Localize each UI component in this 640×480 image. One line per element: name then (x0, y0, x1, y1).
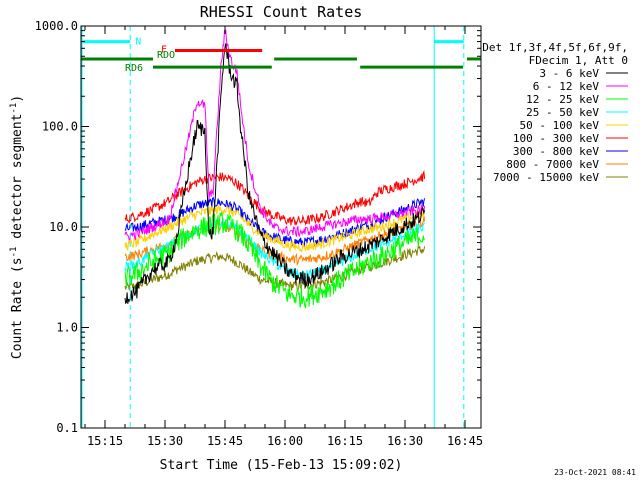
legend-header-line-1: Det 1f,3f,4f,5f,6f,9f, (482, 41, 628, 54)
flag-label-rd6: RD6 (125, 63, 143, 74)
x-tick-label-5: 16:30 (387, 434, 423, 448)
y-tick-label-4: 1000.0 (35, 19, 78, 33)
series-line-5 (124, 169, 426, 226)
axis-layer: 15:15 15:30 15:45 16:00 16:15 16:30 16:45 0.1 1.… (35, 19, 483, 448)
legend-label-6: 300 - 800 keV (513, 145, 599, 158)
series-layer (124, 28, 426, 309)
flag-label-n: N (135, 37, 141, 48)
y-tick-label-2: 10.0 (49, 220, 78, 234)
x-tick-label-4: 16:15 (327, 434, 363, 448)
legend-label-7: 800 - 7000 keV (506, 158, 599, 171)
series-line-4 (124, 205, 426, 253)
chart-title: RHESSI Count Rates (200, 3, 363, 21)
legend: Det 1f,3f,4f,5f,6f,9f, FDecim 1, Att 0 3… (482, 41, 628, 184)
legend-label-2: 12 - 25 keV (526, 93, 599, 106)
legend-label-3: 25 - 50 keV (526, 106, 599, 119)
y-tick-label-3: 100.0 (42, 120, 78, 134)
legend-header-line-2: FDecim 1, Att 0 (529, 54, 628, 67)
series-line-1 (124, 28, 426, 241)
footer-timestamp: 23-Oct-2021 08:41 (554, 468, 636, 477)
legend-label-1: 6 - 12 keV (533, 80, 600, 93)
flag-label-f: F (161, 45, 167, 56)
series-line-8 (124, 245, 426, 291)
legend-label-5: 100 - 300 keV (513, 132, 599, 145)
y-tick-label-1: 1.0 (56, 321, 78, 335)
legend-label-4: 50 - 100 keV (520, 119, 600, 132)
flag-label-rdo: RDO (157, 50, 175, 61)
legend-label-0: 3 - 6 keV (539, 67, 599, 80)
y-tick-label-0: 0.1 (56, 421, 78, 435)
x-tick-label-1: 15:30 (147, 434, 183, 448)
x-axis-label: Start Time (15-Feb-13 15:09:02) (160, 458, 403, 473)
x-tick-label-0: 15:15 (87, 434, 123, 448)
series-line-0 (124, 43, 426, 305)
x-tick-label-6: 16:45 (447, 434, 483, 448)
y-axis-label: Count Rate (s-1 detector segment-1) (9, 95, 25, 359)
x-tick-label-3: 16:00 (267, 434, 303, 448)
x-tick-label-2: 15:45 (207, 434, 243, 448)
legend-label-8: 7000 - 15000 keV (493, 171, 599, 184)
